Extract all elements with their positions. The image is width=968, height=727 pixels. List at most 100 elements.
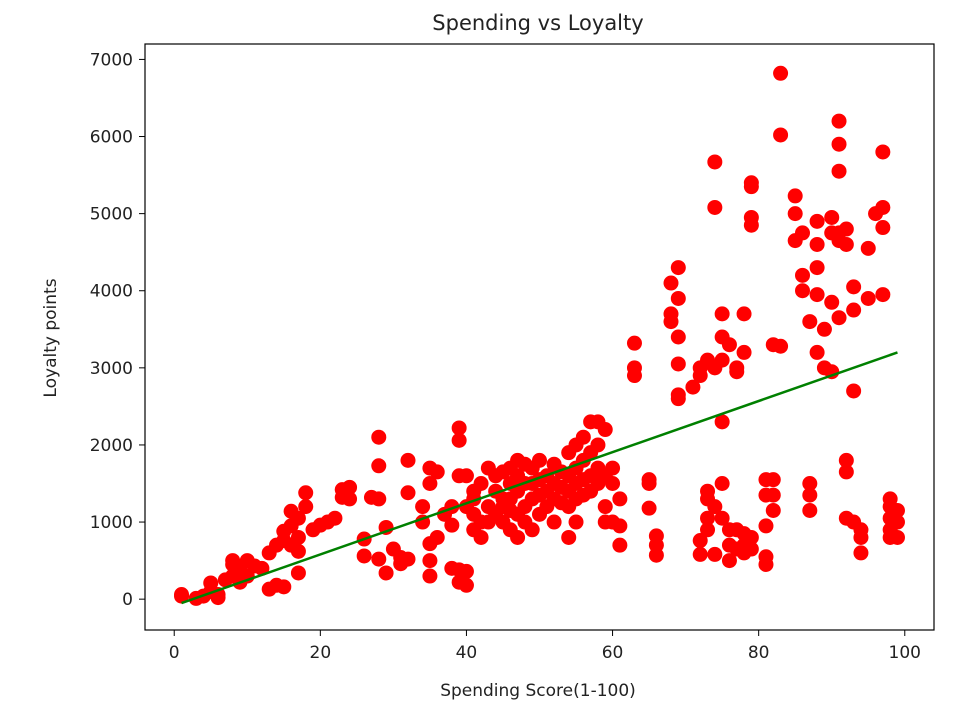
data-point bbox=[736, 344, 752, 360]
data-point bbox=[590, 437, 606, 453]
data-point bbox=[787, 188, 803, 204]
x-tick-label: 0 bbox=[169, 643, 180, 663]
data-point bbox=[290, 565, 306, 581]
data-point bbox=[597, 499, 613, 515]
data-point bbox=[765, 487, 781, 503]
data-point bbox=[846, 279, 862, 295]
data-point bbox=[597, 422, 613, 438]
data-point bbox=[641, 476, 657, 491]
data-point bbox=[371, 458, 387, 474]
y-tick-label: 6000 bbox=[90, 128, 133, 148]
data-point bbox=[773, 338, 789, 354]
data-point bbox=[422, 568, 438, 584]
data-point bbox=[444, 517, 460, 533]
data-point bbox=[721, 337, 737, 353]
data-point bbox=[846, 302, 862, 318]
y-tick-label: 4000 bbox=[90, 282, 133, 302]
data-point bbox=[714, 476, 730, 491]
y-tick-label: 2000 bbox=[90, 436, 133, 456]
data-point bbox=[824, 209, 840, 225]
data-point bbox=[524, 522, 540, 538]
data-point bbox=[795, 283, 810, 299]
data-point bbox=[707, 499, 723, 515]
regression-line bbox=[181, 351, 898, 605]
data-point bbox=[605, 460, 621, 476]
y-tick-label: 0 bbox=[122, 590, 133, 610]
x-tick-label: 20 bbox=[310, 643, 332, 663]
data-point bbox=[838, 221, 854, 237]
x-tick-label: 100 bbox=[889, 643, 921, 663]
data-point bbox=[729, 364, 745, 380]
data-point bbox=[458, 563, 474, 579]
data-point bbox=[809, 236, 825, 252]
data-point bbox=[809, 344, 825, 360]
data-point bbox=[203, 575, 219, 591]
data-point bbox=[473, 529, 489, 545]
data-point bbox=[626, 335, 642, 351]
data-point bbox=[875, 220, 891, 236]
data-point bbox=[802, 314, 818, 330]
data-point bbox=[838, 452, 854, 468]
data-point bbox=[532, 452, 547, 468]
y-tick-label: 1000 bbox=[90, 513, 133, 533]
data-point bbox=[546, 514, 562, 530]
scatter-points bbox=[174, 65, 905, 606]
data-point bbox=[685, 379, 701, 395]
data-point bbox=[743, 541, 759, 557]
data-point bbox=[765, 502, 781, 518]
data-point bbox=[875, 287, 891, 303]
data-point bbox=[670, 329, 686, 345]
data-point bbox=[254, 560, 270, 576]
data-point bbox=[721, 553, 737, 569]
data-point bbox=[290, 510, 306, 526]
data-point bbox=[860, 240, 876, 256]
data-point bbox=[853, 529, 869, 545]
data-point bbox=[831, 163, 847, 179]
data-point bbox=[758, 518, 774, 534]
data-point bbox=[568, 514, 584, 530]
data-point bbox=[641, 500, 657, 516]
data-point bbox=[473, 476, 489, 491]
data-point bbox=[342, 491, 358, 507]
data-point bbox=[765, 472, 781, 488]
data-point bbox=[787, 206, 803, 222]
data-point bbox=[510, 529, 526, 545]
axis-ticks: 0 20 40 60 80 1000100020003000400050006000700… bbox=[90, 50, 921, 663]
data-point bbox=[816, 321, 832, 337]
data-point bbox=[824, 294, 840, 310]
data-point bbox=[707, 546, 723, 562]
data-point bbox=[773, 127, 789, 143]
data-point bbox=[210, 590, 226, 606]
data-point bbox=[298, 485, 314, 501]
data-point bbox=[670, 356, 686, 372]
data-point bbox=[889, 514, 905, 530]
data-point bbox=[612, 491, 628, 507]
data-point bbox=[429, 529, 445, 545]
data-point bbox=[838, 464, 854, 480]
data-point bbox=[400, 485, 416, 501]
data-point bbox=[758, 556, 774, 572]
data-point bbox=[875, 199, 891, 215]
data-point bbox=[356, 548, 372, 564]
data-point bbox=[860, 290, 876, 306]
data-point bbox=[561, 529, 577, 545]
data-point bbox=[692, 546, 708, 562]
y-axis-title: Loyalty points bbox=[41, 278, 61, 397]
data-point bbox=[700, 510, 716, 526]
data-point bbox=[802, 487, 818, 503]
data-point bbox=[795, 267, 810, 283]
data-point bbox=[626, 368, 642, 384]
data-point bbox=[692, 533, 708, 549]
data-point bbox=[743, 179, 759, 195]
data-point bbox=[648, 547, 664, 563]
data-point bbox=[415, 499, 431, 515]
data-point bbox=[458, 577, 474, 593]
data-point bbox=[575, 429, 591, 445]
data-point bbox=[174, 587, 190, 603]
data-point bbox=[342, 479, 358, 495]
data-point bbox=[422, 553, 438, 569]
data-point bbox=[714, 352, 730, 368]
data-point bbox=[327, 510, 343, 526]
data-point bbox=[875, 144, 891, 160]
data-point bbox=[736, 306, 752, 322]
